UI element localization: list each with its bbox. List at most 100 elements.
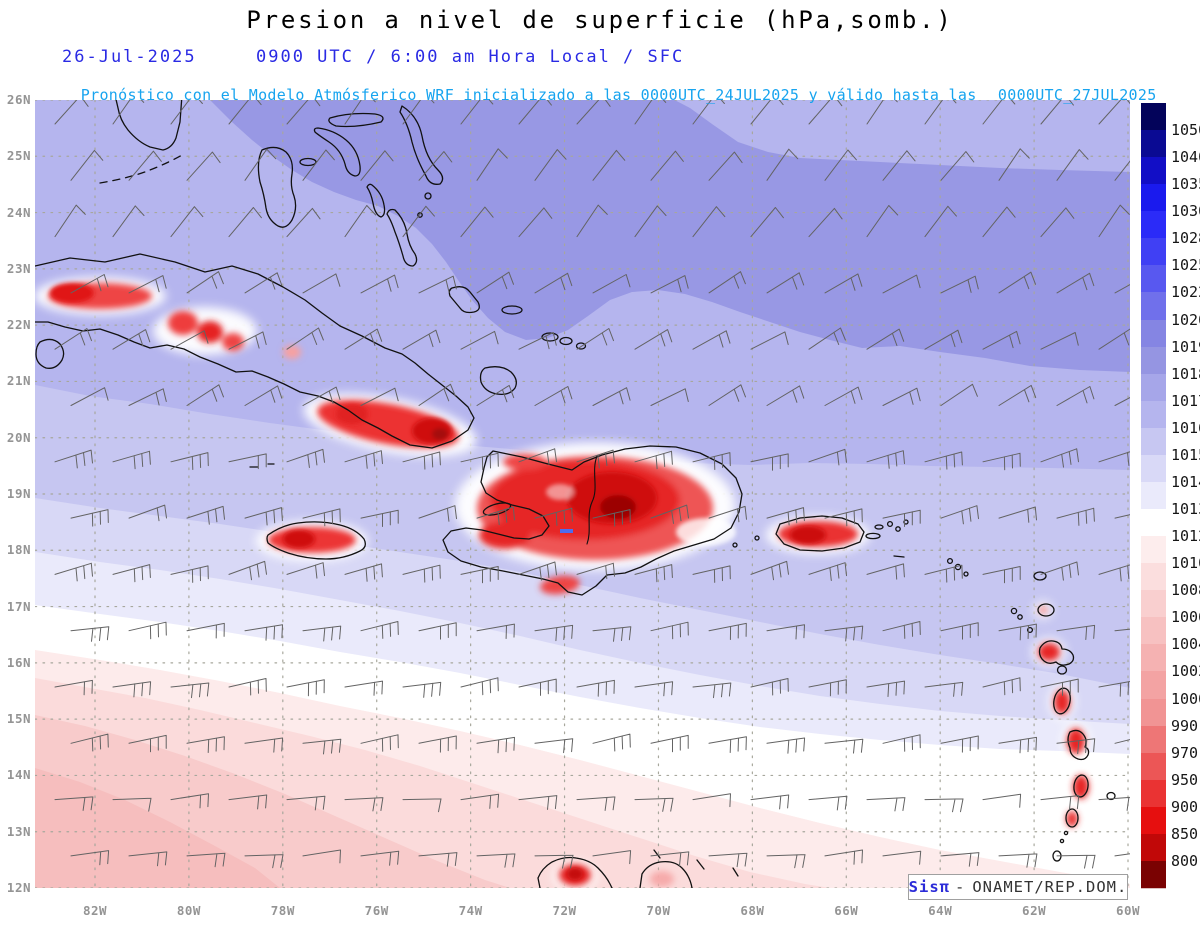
colorbar-block <box>1141 157 1166 186</box>
wind-barb <box>982 793 1022 808</box>
wind-barb <box>1056 738 1096 755</box>
lon-label: 82W <box>82 903 108 918</box>
lat-label: 23N <box>6 260 31 276</box>
wind-barb <box>302 149 335 181</box>
colorbar-block <box>1141 779 1166 808</box>
grand-bahama-coastline <box>328 112 384 128</box>
wind-barb <box>766 507 805 526</box>
guadeloupe-coastline <box>1038 640 1075 666</box>
lat-label: 12N <box>6 880 31 895</box>
wind-barb <box>70 387 109 406</box>
abaco-coastline <box>399 105 444 185</box>
wind-barb <box>360 621 399 639</box>
wind-barb <box>244 272 283 294</box>
wind-barb <box>186 271 224 294</box>
colorbar-label: 1015 <box>1171 445 1200 464</box>
colorbar-label: 1016 <box>1171 418 1200 437</box>
wind-barb <box>808 448 847 466</box>
colorbar-block <box>1141 454 1166 483</box>
wind-barb <box>1056 624 1096 640</box>
wind-barb <box>750 678 789 696</box>
lat-label: 19N <box>6 486 31 501</box>
colorbar-label: 1000 <box>1171 689 1200 708</box>
wind-barb <box>1056 272 1095 294</box>
wind-barb <box>1040 207 1075 238</box>
wind-barb <box>344 680 383 696</box>
antigua <box>1037 603 1055 617</box>
wind-barb <box>344 100 376 125</box>
wind-barb <box>302 508 341 527</box>
wind-barb <box>940 622 979 640</box>
wind-barb <box>808 100 843 125</box>
wind-barb <box>228 678 267 696</box>
colorbar-block <box>1141 265 1166 294</box>
rum-cay <box>417 212 423 218</box>
wind-barb <box>808 327 846 350</box>
wind-barb <box>344 797 384 812</box>
wind-barb <box>576 100 611 125</box>
wind-barb <box>708 736 747 753</box>
colorbar-label: 1008 <box>1171 581 1200 600</box>
colorbar-block <box>1141 860 1166 889</box>
colorbar-label: 1010 <box>1171 554 1200 573</box>
wind-barb <box>998 623 1037 641</box>
wind-barb <box>924 100 957 125</box>
wind-barb <box>750 331 789 350</box>
colorbar-label: 900 <box>1171 797 1199 816</box>
lon-label: 78W <box>270 903 295 918</box>
wind-barb <box>1040 795 1080 810</box>
colorbar-block <box>1141 806 1166 835</box>
valid-time: 0900 UTC / 6:00 am Hora Local / SFC <box>256 47 685 67</box>
wind-barb <box>186 852 226 868</box>
wind-barb <box>518 795 558 810</box>
wind-barb <box>1098 451 1130 466</box>
wind-barb <box>460 452 499 471</box>
wind-barb <box>692 452 731 470</box>
wind-barb <box>940 852 980 867</box>
wind-barb <box>924 329 963 350</box>
st-barth <box>963 571 969 577</box>
wind-barb <box>170 206 204 238</box>
colorbar-block <box>1141 617 1166 646</box>
wind-barb <box>866 205 899 238</box>
wind-barb <box>766 385 805 406</box>
wind-barb <box>750 794 790 810</box>
wind-barb <box>824 849 863 865</box>
colorbar-label: 1004 <box>1171 635 1200 654</box>
marie-galante <box>1056 665 1068 675</box>
colorbar-block <box>1141 509 1166 538</box>
wind-barb <box>518 678 557 696</box>
wind-barb <box>186 505 225 525</box>
new-providence <box>299 157 317 167</box>
great-inagua-coastline <box>479 366 517 396</box>
wind-barb <box>924 205 957 238</box>
wind-barb <box>882 274 921 294</box>
wind-barb <box>882 734 921 752</box>
wind-barb <box>402 564 441 583</box>
wind-barb <box>302 386 341 406</box>
wind-barb <box>634 329 673 350</box>
colorbar-block <box>1141 211 1166 240</box>
wind-barb <box>1040 332 1079 350</box>
branding-box: Sisπ - ONAMET/REP.DOM. <box>908 874 1128 900</box>
virgin-islands-1 <box>886 520 894 528</box>
wind-barb <box>1114 853 1130 857</box>
wind-barb <box>186 384 224 406</box>
grenadines-2 <box>1059 838 1065 844</box>
cat-island-coastline <box>366 183 386 218</box>
wind-barb <box>940 151 975 181</box>
wind-barb <box>882 387 921 406</box>
wind-barb <box>882 850 922 865</box>
wind-barb <box>982 677 1021 696</box>
colorbar-label: 1014 <box>1171 472 1200 491</box>
wind-barb <box>128 275 167 294</box>
wind-barb <box>286 448 325 468</box>
virgin-islands-2 <box>895 526 901 532</box>
wind-barb <box>766 737 806 754</box>
wind-barb <box>824 738 864 754</box>
lat-label: 20N <box>6 429 31 445</box>
wind-barb <box>824 508 863 527</box>
turks-caicos-3 <box>575 342 587 350</box>
wind-barb <box>708 271 746 294</box>
